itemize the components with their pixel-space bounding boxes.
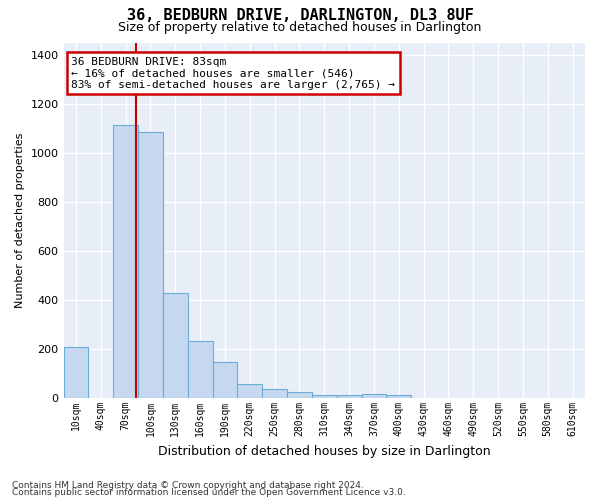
Bar bbox=[386, 395, 411, 398]
Bar bbox=[212, 362, 238, 398]
Text: Contains HM Land Registry data © Crown copyright and database right 2024.: Contains HM Land Registry data © Crown c… bbox=[12, 480, 364, 490]
Bar bbox=[337, 395, 362, 398]
X-axis label: Distribution of detached houses by size in Darlington: Distribution of detached houses by size … bbox=[158, 444, 491, 458]
Bar bbox=[287, 392, 312, 398]
Bar bbox=[262, 389, 287, 398]
Bar bbox=[238, 384, 262, 398]
Text: Size of property relative to detached houses in Darlington: Size of property relative to detached ho… bbox=[118, 21, 482, 34]
Bar bbox=[163, 292, 188, 398]
Text: 36 BEDBURN DRIVE: 83sqm
← 16% of detached houses are smaller (546)
83% of semi-d: 36 BEDBURN DRIVE: 83sqm ← 16% of detache… bbox=[71, 56, 395, 90]
Bar bbox=[312, 395, 337, 398]
Text: 36, BEDBURN DRIVE, DARLINGTON, DL3 8UF: 36, BEDBURN DRIVE, DARLINGTON, DL3 8UF bbox=[127, 8, 473, 22]
Bar bbox=[138, 132, 163, 398]
Bar bbox=[188, 341, 212, 398]
Bar bbox=[113, 124, 138, 398]
Y-axis label: Number of detached properties: Number of detached properties bbox=[15, 132, 25, 308]
Bar bbox=[64, 346, 88, 398]
Bar bbox=[362, 394, 386, 398]
Text: Contains public sector information licensed under the Open Government Licence v3: Contains public sector information licen… bbox=[12, 488, 406, 497]
